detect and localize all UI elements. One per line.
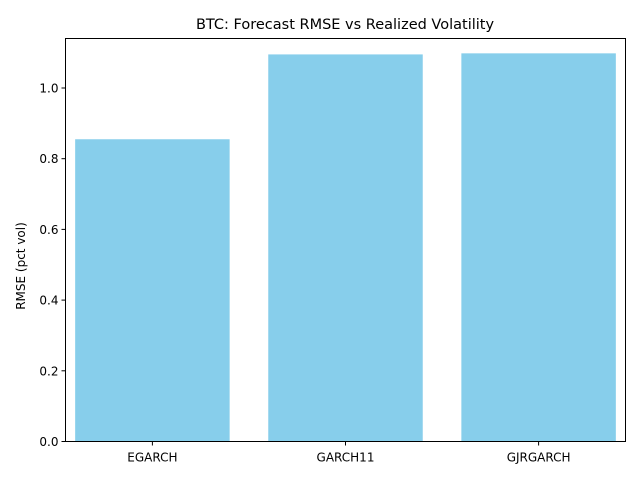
bars-layer (75, 53, 616, 442)
x-tick-label: GARCH11 (317, 451, 375, 465)
bar-egarch (75, 139, 230, 442)
chart-title: BTC: Forecast RMSE vs Realized Volatilit… (196, 17, 495, 33)
y-axis-ticks: 0.0 0.2 0.4 0.6 0.8 1.0 (39, 81, 66, 449)
x-tick-label: EGARCH (127, 451, 177, 465)
bar-garch11 (268, 54, 423, 442)
x-tick-label: GJRGARCH (507, 451, 571, 465)
y-tick-label: 1.0 (39, 81, 58, 95)
x-axis-ticks: EGARCH GARCH11 GJRGARCH (127, 441, 571, 465)
y-tick-label: 0.4 (39, 294, 58, 308)
y-tick-label: 0.0 (39, 435, 58, 449)
plot-area-frame (65, 38, 626, 442)
y-tick-label: 0.6 (39, 223, 58, 237)
y-axis-label: RMSE (pct vol) (14, 222, 28, 310)
bar-gjrgarch (461, 53, 616, 442)
y-tick-label: 0.8 (39, 152, 58, 166)
y-tick-label: 0.2 (39, 364, 58, 378)
